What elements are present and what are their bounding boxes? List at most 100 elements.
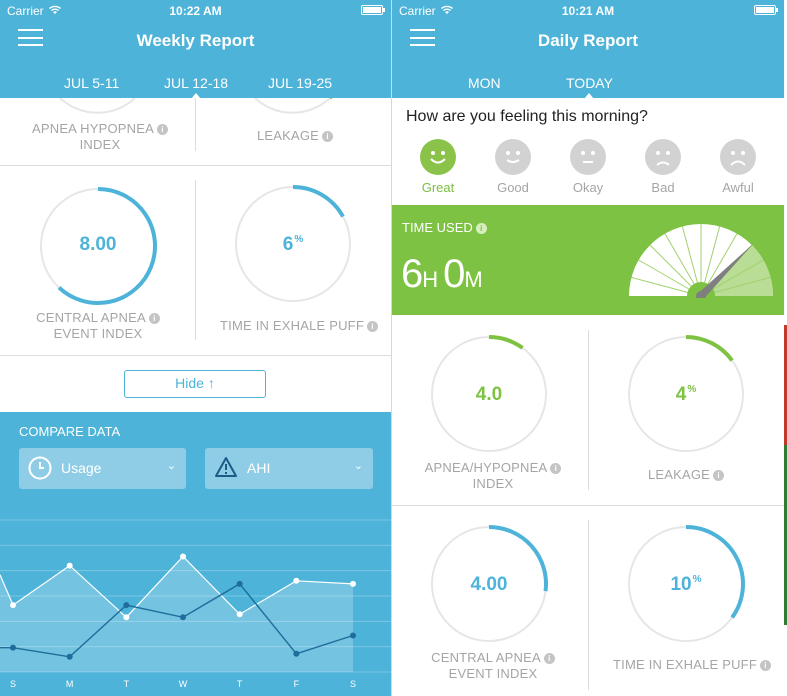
ahi-caption: APNEA HYPOPNEA i INDEX: [20, 121, 180, 153]
series-1-point: [180, 553, 186, 560]
ahi-value: 4.0: [475, 384, 503, 405]
tab-jul-19-25[interactable]: JUL 19-25: [268, 75, 333, 91]
usage-dropdown[interactable]: Usage ⌄: [19, 448, 186, 489]
x-tick-label: S: [9, 679, 16, 689]
series-2-point: [10, 644, 16, 651]
mood-awful-button[interactable]: Awful: [708, 139, 768, 195]
gauge-fill: [701, 245, 773, 296]
central-caption: CENTRAL APNEA i EVENT INDEX: [18, 310, 178, 342]
menu-icon[interactable]: [410, 29, 435, 46]
exhale-caption: TIME IN EXHALE PUFF i: [602, 657, 782, 673]
series-2-point: [180, 614, 186, 621]
central-apnea-ring: [57, 187, 157, 305]
leakage-caption: LEAKAGE i: [215, 128, 375, 144]
tab-today[interactable]: TODAY: [566, 75, 613, 99]
series-2-point: [123, 602, 130, 609]
smile-icon: [420, 139, 456, 175]
page-title: Weekly Report: [136, 31, 255, 50]
page-title: Daily Report: [537, 31, 639, 50]
series-1-point: [293, 577, 300, 584]
info-icon[interactable]: i: [543, 653, 555, 664]
info-icon[interactable]: i: [366, 321, 378, 332]
time-used-value: 6H 0M: [401, 252, 483, 296]
clock-icon: [28, 456, 52, 480]
ahi-ring: [488, 335, 524, 350]
info-icon[interactable]: i: [322, 131, 334, 142]
tab-jul-5-11[interactable]: JUL 5-11: [64, 75, 120, 91]
wifi-icon: [441, 5, 453, 14]
series-2-point: [350, 632, 356, 639]
tab-mon[interactable]: MON: [468, 75, 501, 91]
status-time: 10:21 AM: [561, 4, 615, 18]
series-2-point: [293, 650, 300, 657]
sad-face-icon: [720, 139, 756, 175]
chevron-down-icon: ⌄: [166, 460, 176, 472]
series-1-point: [10, 602, 16, 609]
menu-icon[interactable]: [18, 29, 43, 46]
info-icon[interactable]: i: [475, 223, 487, 234]
series-1-point: [236, 611, 243, 618]
series-2-point: [236, 580, 243, 587]
frown-icon: [645, 139, 681, 175]
exhale-puff-ring: [292, 185, 345, 218]
exhale-puff-value: 6%: [282, 234, 304, 255]
header-bar: Carrier 10:22 AM Weekly Report JUL 5-11 …: [0, 0, 391, 99]
time-used-panel: TIME USED i 6H 0M: [392, 205, 784, 315]
series-1-point: [66, 562, 73, 569]
exhale-puff-value: 10%: [670, 574, 702, 595]
tab-jul-12-18[interactable]: JUL 12-18: [164, 75, 229, 99]
series-2-point: [66, 653, 73, 660]
status-bar: Carrier 10:21 AM: [392, 3, 784, 19]
x-tick-label: S: [349, 679, 356, 689]
gauge-needle-pivot: [696, 291, 706, 298]
info-icon[interactable]: i: [759, 660, 771, 671]
ahi-caption: APNEA/HYPOPNEA i INDEX: [409, 460, 577, 492]
mood-bad-button[interactable]: Bad: [633, 139, 693, 195]
central-apnea-value: 8.00: [79, 234, 117, 255]
daily-report-screen: Carrier 10:21 AM Daily Report MON TODAY …: [392, 0, 784, 696]
compare-chart: [0, 519, 391, 673]
series-1-point: [350, 580, 356, 587]
carrier-label: Carrier: [399, 4, 436, 18]
hide-button[interactable]: Hide ↑: [124, 370, 266, 398]
battery-icon: [361, 5, 385, 15]
info-icon[interactable]: i: [157, 124, 168, 135]
central-apnea-ring: [488, 525, 548, 592]
leakage-ring: [685, 335, 734, 362]
mood-good-button[interactable]: Good: [483, 139, 543, 195]
mood-okay-button[interactable]: Okay: [558, 139, 618, 195]
daily-gauge-grid: [431, 335, 745, 642]
exhale-caption: TIME IN EXHALE PUFF i: [214, 318, 384, 334]
status-bar: Carrier 10:22 AM: [0, 3, 391, 19]
series-1-area: [0, 556, 353, 672]
mood-great-button[interactable]: Great: [408, 139, 468, 195]
series-1-point: [123, 614, 130, 621]
x-tick-label: T: [123, 679, 130, 689]
x-tick-label: T: [236, 679, 243, 689]
series-2-line: [0, 582, 354, 658]
compare-title: COMPARE DATA: [19, 424, 121, 439]
partial-gauges: [59, 98, 333, 114]
gauge-needle: [698, 243, 754, 298]
mood-question: How are you feeling this morning?: [406, 108, 648, 125]
time-used-gauge: [629, 224, 773, 298]
chevron-down-icon: ⌄: [353, 460, 363, 472]
info-icon[interactable]: i: [713, 470, 725, 481]
wifi-icon: [49, 5, 61, 14]
warning-icon: [215, 457, 237, 477]
x-tick-label: F: [293, 679, 300, 689]
leakage-value: 4%: [675, 384, 697, 405]
info-icon[interactable]: i: [550, 463, 562, 474]
neutral-face-icon: [570, 139, 606, 175]
ahi-dropdown[interactable]: AHI ⌄: [205, 448, 373, 489]
time-used-label: TIME USED i: [402, 220, 487, 235]
weekly-report-screen: Carrier 10:22 AM Weekly Report JUL 5-11 …: [0, 0, 392, 696]
compare-data-panel: COMPARE DATA Usage ⌄ AHI ⌄ S M T W T F S: [0, 412, 391, 696]
x-tick-label: W: [178, 679, 188, 689]
central-caption: CENTRAL APNEA i EVENT INDEX: [409, 650, 577, 682]
series-1-line: [0, 555, 354, 619]
status-time: 10:22 AM: [169, 4, 222, 18]
info-icon[interactable]: i: [148, 313, 160, 324]
x-tick-label: M: [65, 679, 74, 689]
leakage-caption: LEAKAGE i: [606, 467, 766, 483]
